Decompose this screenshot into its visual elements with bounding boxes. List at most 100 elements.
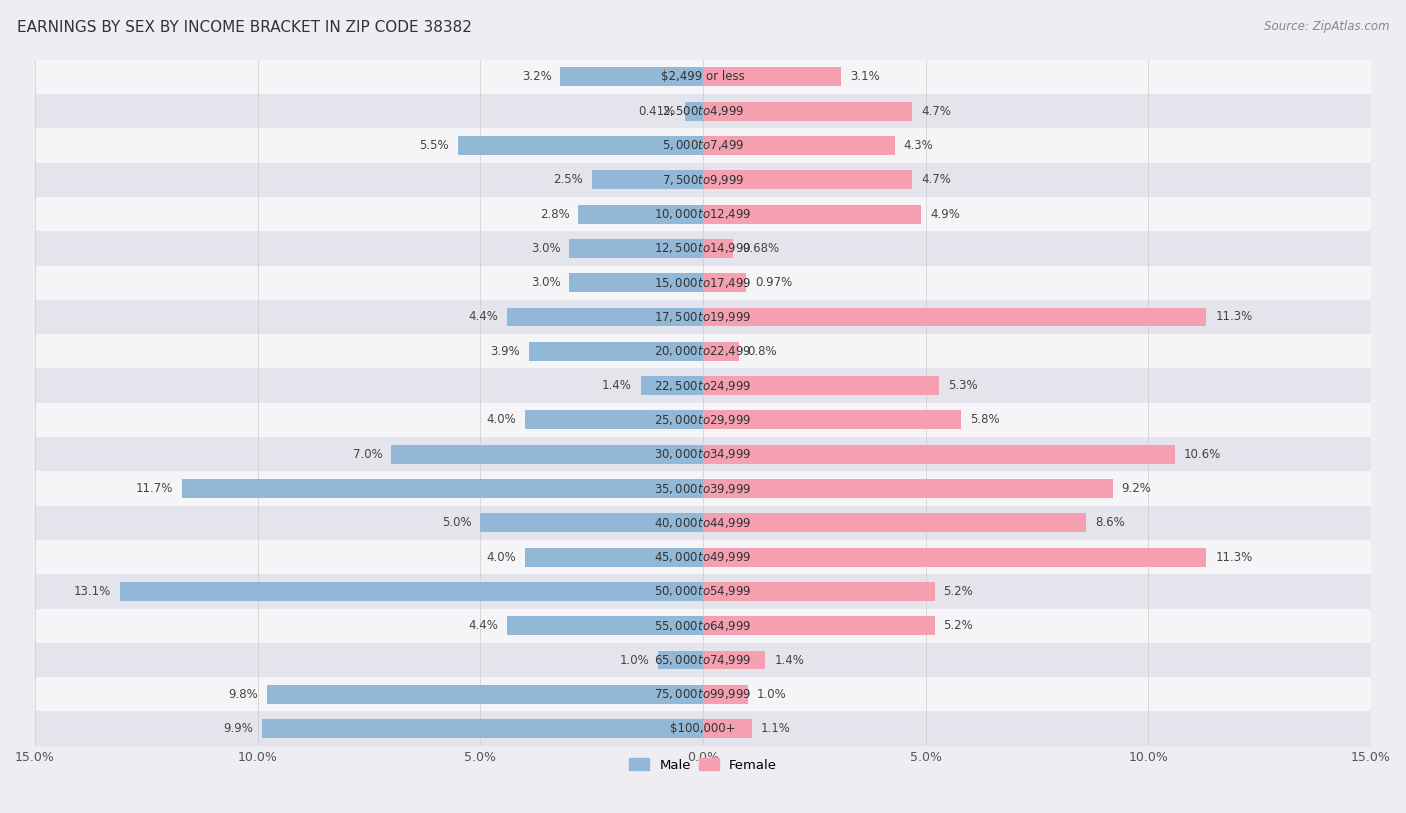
Bar xyxy=(703,411,962,429)
Text: $5,000 to $7,499: $5,000 to $7,499 xyxy=(662,138,744,153)
Bar xyxy=(592,171,703,189)
Bar xyxy=(685,102,703,120)
Bar xyxy=(703,273,747,292)
Text: 5.0%: 5.0% xyxy=(441,516,471,529)
Text: $25,000 to $29,999: $25,000 to $29,999 xyxy=(654,413,752,427)
Bar xyxy=(703,479,1112,498)
Text: $45,000 to $49,999: $45,000 to $49,999 xyxy=(654,550,752,564)
Bar xyxy=(569,273,703,292)
Text: 1.1%: 1.1% xyxy=(761,722,790,735)
Bar xyxy=(703,136,894,155)
Bar xyxy=(508,616,703,635)
Bar xyxy=(35,59,1371,94)
Text: $65,000 to $74,999: $65,000 to $74,999 xyxy=(654,653,752,667)
Text: 5.3%: 5.3% xyxy=(948,379,977,392)
Text: 3.9%: 3.9% xyxy=(491,345,520,358)
Bar xyxy=(703,685,748,704)
Bar xyxy=(35,540,1371,574)
Text: 11.3%: 11.3% xyxy=(1215,311,1253,324)
Text: 1.4%: 1.4% xyxy=(602,379,631,392)
Text: 11.7%: 11.7% xyxy=(135,482,173,495)
Bar xyxy=(703,67,841,86)
Bar xyxy=(35,300,1371,334)
Text: 2.8%: 2.8% xyxy=(540,207,569,220)
Bar xyxy=(641,376,703,395)
Text: 9.9%: 9.9% xyxy=(224,722,253,735)
Bar xyxy=(703,239,734,258)
Bar xyxy=(703,650,765,669)
Bar xyxy=(181,479,703,498)
Text: $35,000 to $39,999: $35,000 to $39,999 xyxy=(654,481,752,495)
Text: 3.2%: 3.2% xyxy=(522,71,551,84)
Text: 0.68%: 0.68% xyxy=(742,242,779,255)
Text: $15,000 to $17,499: $15,000 to $17,499 xyxy=(654,276,752,289)
Text: $12,500 to $14,999: $12,500 to $14,999 xyxy=(654,241,752,255)
Text: 9.2%: 9.2% xyxy=(1122,482,1152,495)
Text: 3.1%: 3.1% xyxy=(851,71,880,84)
Text: EARNINGS BY SEX BY INCOME BRACKET IN ZIP CODE 38382: EARNINGS BY SEX BY INCOME BRACKET IN ZIP… xyxy=(17,20,472,35)
Bar xyxy=(35,197,1371,231)
Bar xyxy=(35,506,1371,540)
Text: $30,000 to $34,999: $30,000 to $34,999 xyxy=(654,447,752,461)
Text: 7.0%: 7.0% xyxy=(353,448,382,461)
Text: $7,500 to $9,999: $7,500 to $9,999 xyxy=(662,173,744,187)
Bar xyxy=(35,231,1371,266)
Bar xyxy=(569,239,703,258)
Bar xyxy=(524,548,703,567)
Bar xyxy=(703,548,1206,567)
Bar xyxy=(120,582,703,601)
Bar xyxy=(35,574,1371,609)
Text: 0.41%: 0.41% xyxy=(638,105,676,118)
Bar xyxy=(458,136,703,155)
Bar xyxy=(703,341,738,361)
Bar xyxy=(703,205,921,224)
Text: $17,500 to $19,999: $17,500 to $19,999 xyxy=(654,310,752,324)
Text: 13.1%: 13.1% xyxy=(73,585,111,598)
Bar xyxy=(35,609,1371,643)
Text: 11.3%: 11.3% xyxy=(1215,550,1253,563)
Text: 2.5%: 2.5% xyxy=(553,173,582,186)
Bar xyxy=(703,445,1175,463)
Text: 0.8%: 0.8% xyxy=(748,345,778,358)
Bar xyxy=(561,67,703,86)
Bar xyxy=(35,368,1371,402)
Text: 0.97%: 0.97% xyxy=(755,276,793,289)
Bar xyxy=(529,341,703,361)
Bar xyxy=(35,163,1371,197)
Text: $2,499 or less: $2,499 or less xyxy=(661,71,745,84)
Text: 9.8%: 9.8% xyxy=(228,688,257,701)
Bar xyxy=(35,94,1371,128)
Bar xyxy=(703,376,939,395)
Bar xyxy=(35,402,1371,437)
Text: 3.0%: 3.0% xyxy=(531,242,561,255)
Text: 5.5%: 5.5% xyxy=(419,139,449,152)
Text: 5.2%: 5.2% xyxy=(943,620,973,633)
Text: $2,500 to $4,999: $2,500 to $4,999 xyxy=(662,104,744,118)
Bar xyxy=(703,513,1085,533)
Bar xyxy=(35,472,1371,506)
Text: 4.3%: 4.3% xyxy=(904,139,934,152)
Text: 4.4%: 4.4% xyxy=(468,620,498,633)
Text: $100,000+: $100,000+ xyxy=(671,722,735,735)
Bar xyxy=(267,685,703,704)
Bar xyxy=(35,437,1371,472)
Text: 1.0%: 1.0% xyxy=(756,688,786,701)
Bar xyxy=(35,334,1371,368)
Text: 4.0%: 4.0% xyxy=(486,413,516,426)
Bar xyxy=(35,711,1371,746)
Text: 5.8%: 5.8% xyxy=(970,413,1000,426)
Text: Source: ZipAtlas.com: Source: ZipAtlas.com xyxy=(1264,20,1389,33)
Text: $20,000 to $22,499: $20,000 to $22,499 xyxy=(654,344,752,359)
Bar xyxy=(703,102,912,120)
Text: 5.2%: 5.2% xyxy=(943,585,973,598)
Bar xyxy=(703,720,752,738)
Text: 1.0%: 1.0% xyxy=(620,654,650,667)
Bar xyxy=(658,650,703,669)
Text: 10.6%: 10.6% xyxy=(1184,448,1222,461)
Text: $50,000 to $54,999: $50,000 to $54,999 xyxy=(654,585,752,598)
Legend: Male, Female: Male, Female xyxy=(624,753,782,777)
Text: 4.7%: 4.7% xyxy=(921,173,950,186)
Text: $55,000 to $64,999: $55,000 to $64,999 xyxy=(654,619,752,633)
Bar xyxy=(35,643,1371,677)
Bar xyxy=(508,307,703,327)
